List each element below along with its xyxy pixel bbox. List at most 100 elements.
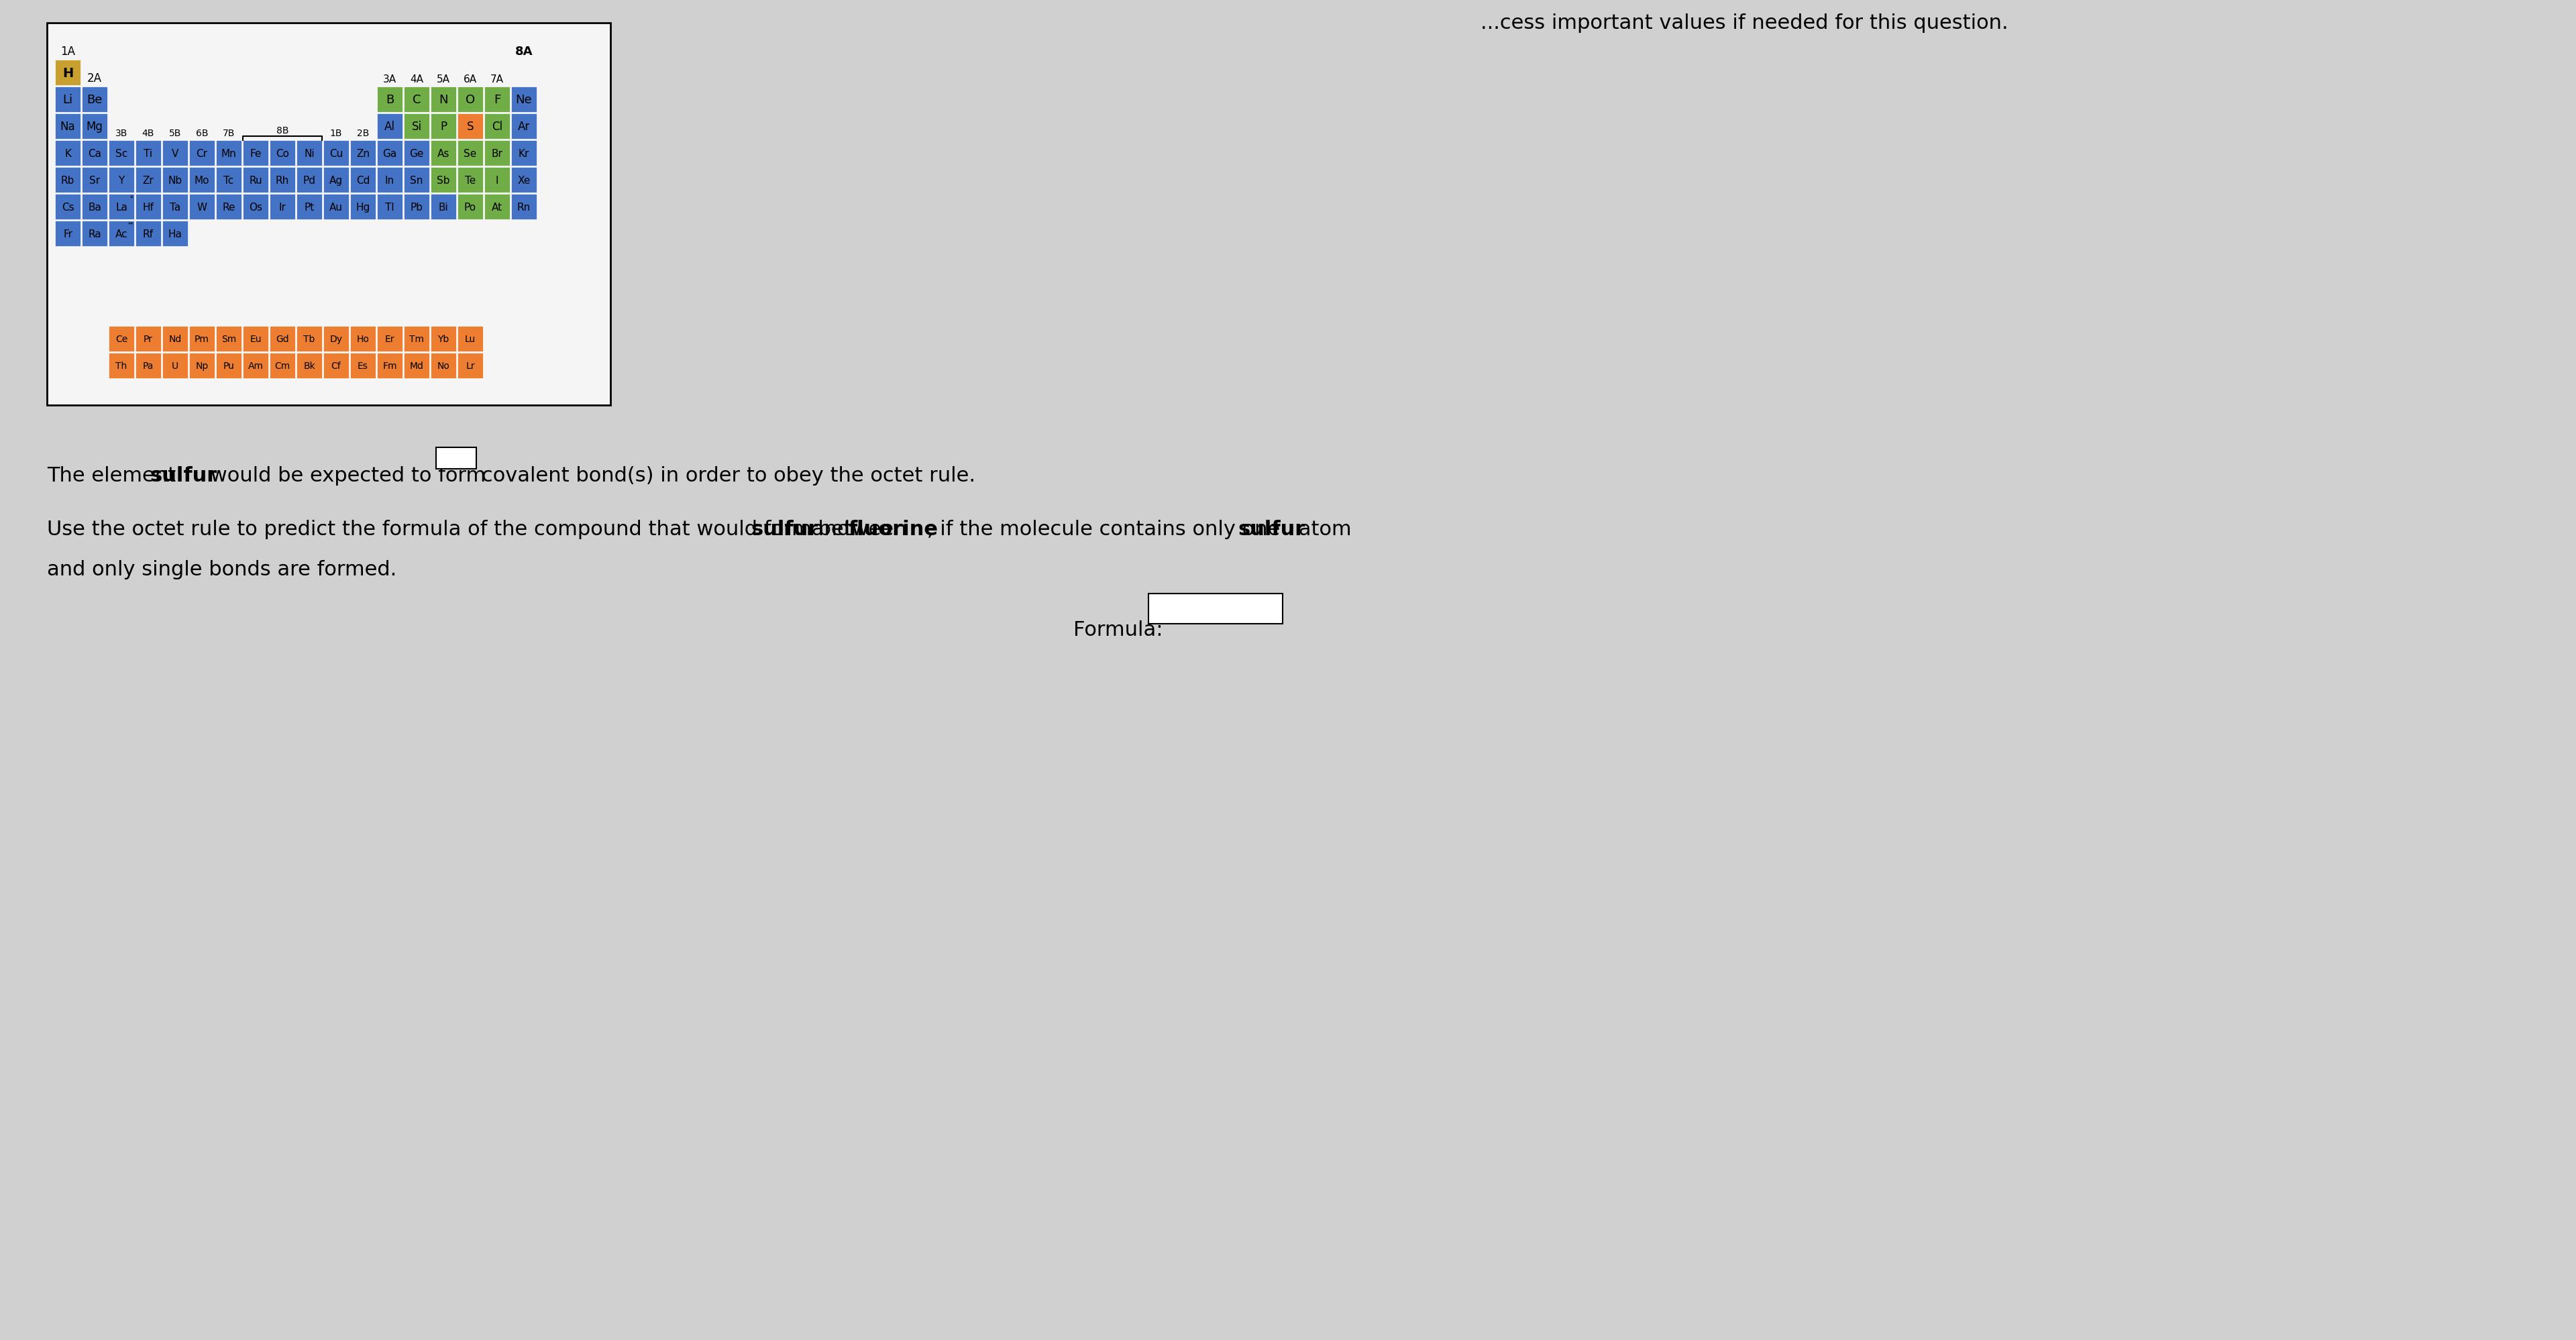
Bar	[242, 141, 268, 166]
Text: Eu: Eu	[250, 335, 260, 344]
Bar	[350, 327, 376, 352]
Bar	[1149, 594, 1283, 624]
Bar	[459, 354, 484, 379]
Text: Ce: Ce	[116, 335, 129, 344]
Bar	[54, 114, 80, 139]
Text: Use the octet rule to predict the formula of the compound that would form betwee: Use the octet rule to predict the formul…	[46, 520, 912, 539]
Bar	[459, 194, 484, 220]
Bar	[350, 168, 376, 193]
Text: Lu: Lu	[464, 335, 477, 344]
Bar	[216, 141, 242, 166]
Bar	[216, 168, 242, 193]
Text: Ca: Ca	[88, 149, 100, 158]
Text: In: In	[384, 176, 394, 185]
Bar	[376, 168, 402, 193]
Text: Ha: Ha	[167, 229, 183, 239]
Bar	[162, 327, 188, 352]
Text: The element: The element	[46, 466, 183, 485]
Text: Ti: Ti	[144, 149, 152, 158]
Text: Y: Y	[118, 176, 124, 185]
Bar	[54, 141, 80, 166]
Text: 2A: 2A	[88, 72, 103, 84]
Text: Pu: Pu	[224, 362, 234, 371]
Text: Ac: Ac	[116, 229, 129, 239]
Text: Sm: Sm	[222, 335, 237, 344]
Text: Re: Re	[222, 202, 234, 212]
Text: 4A: 4A	[410, 75, 422, 84]
Bar	[435, 448, 477, 469]
Bar	[350, 141, 376, 166]
Text: Si: Si	[412, 121, 422, 133]
Text: Hf: Hf	[142, 202, 155, 212]
Bar	[510, 87, 536, 113]
Bar	[137, 354, 160, 379]
Text: Fm: Fm	[384, 362, 397, 371]
Text: Cl: Cl	[492, 121, 502, 133]
Text: Cr: Cr	[196, 149, 209, 158]
Text: 3B: 3B	[116, 129, 129, 138]
Bar	[459, 141, 484, 166]
Bar	[270, 327, 296, 352]
Bar	[296, 168, 322, 193]
Text: I: I	[495, 176, 500, 185]
Text: Co: Co	[276, 149, 289, 158]
Bar	[54, 60, 80, 86]
Text: O: O	[466, 94, 474, 106]
Bar	[54, 194, 80, 220]
Text: No: No	[438, 362, 451, 371]
Bar	[430, 114, 456, 139]
Text: Tc: Tc	[224, 176, 234, 185]
Bar	[162, 354, 188, 379]
Text: Cf: Cf	[332, 362, 340, 371]
Bar	[108, 221, 134, 247]
Bar	[242, 354, 268, 379]
Text: V: V	[173, 149, 178, 158]
Text: and: and	[806, 520, 858, 539]
Bar	[46, 24, 611, 406]
Text: Th: Th	[116, 362, 126, 371]
Bar	[484, 194, 510, 220]
Bar	[404, 114, 430, 139]
Text: sulfur: sulfur	[752, 520, 819, 539]
Text: Md: Md	[410, 362, 422, 371]
Bar	[376, 327, 402, 352]
Bar	[270, 354, 296, 379]
Text: 1B: 1B	[330, 129, 343, 138]
Text: Te: Te	[464, 176, 477, 185]
Bar	[270, 168, 296, 193]
Text: Ho: Ho	[355, 335, 368, 344]
Bar	[376, 141, 402, 166]
Text: Ge: Ge	[410, 149, 425, 158]
Bar	[459, 87, 484, 113]
Bar	[296, 327, 322, 352]
Bar	[376, 194, 402, 220]
Text: Zr: Zr	[142, 176, 155, 185]
Text: Yb: Yb	[438, 335, 448, 344]
Text: Cm: Cm	[276, 362, 291, 371]
Text: Ba: Ba	[88, 202, 100, 212]
Text: Ra: Ra	[88, 229, 100, 239]
Text: Cd: Cd	[355, 176, 371, 185]
Bar	[430, 327, 456, 352]
Text: sulfur: sulfur	[1239, 520, 1306, 539]
Text: P: P	[440, 121, 446, 133]
Text: Se: Se	[464, 149, 477, 158]
Text: would be expected to form: would be expected to form	[204, 466, 492, 485]
Bar	[270, 141, 296, 166]
Text: C: C	[412, 94, 420, 106]
Text: Au: Au	[330, 202, 343, 212]
Bar	[296, 354, 322, 379]
Text: Hg: Hg	[355, 202, 371, 212]
Bar	[484, 87, 510, 113]
Text: Nd: Nd	[167, 335, 180, 344]
Bar	[216, 194, 242, 220]
Text: **: **	[129, 222, 134, 228]
Text: Lr: Lr	[466, 362, 474, 371]
Bar	[510, 141, 536, 166]
Bar	[325, 141, 348, 166]
Bar	[242, 327, 268, 352]
Bar	[108, 327, 134, 352]
Bar	[137, 194, 160, 220]
Bar	[242, 168, 268, 193]
Bar	[54, 221, 80, 247]
